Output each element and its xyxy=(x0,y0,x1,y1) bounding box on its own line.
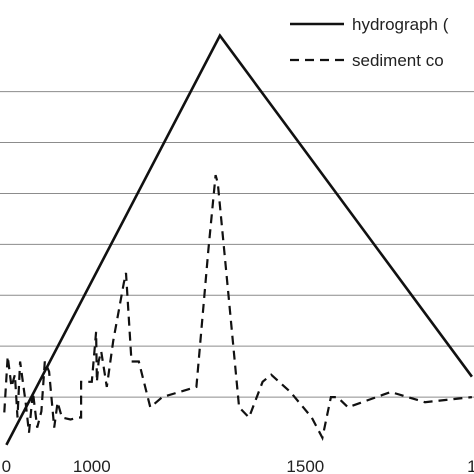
legend: hydrograph ( sediment co xyxy=(283,0,474,82)
legend-label-sediment: sediment co xyxy=(352,51,444,70)
x-tick-label-1: 1000 xyxy=(73,457,111,474)
x-tick-label-2: 1500 xyxy=(286,457,324,474)
gridlines xyxy=(0,91,474,398)
series-line-hydrograph xyxy=(5,33,473,446)
series-line-sediment xyxy=(3,174,473,442)
x-tick-label-3: 1 xyxy=(467,457,474,474)
legend-label-hydrograph: hydrograph ( xyxy=(352,15,449,34)
legend-background xyxy=(283,0,474,82)
x-tick-label-0: 0 xyxy=(2,457,11,474)
series-lines xyxy=(3,33,473,446)
x-axis-tick-labels: 0 1000 1500 1 xyxy=(2,457,474,474)
